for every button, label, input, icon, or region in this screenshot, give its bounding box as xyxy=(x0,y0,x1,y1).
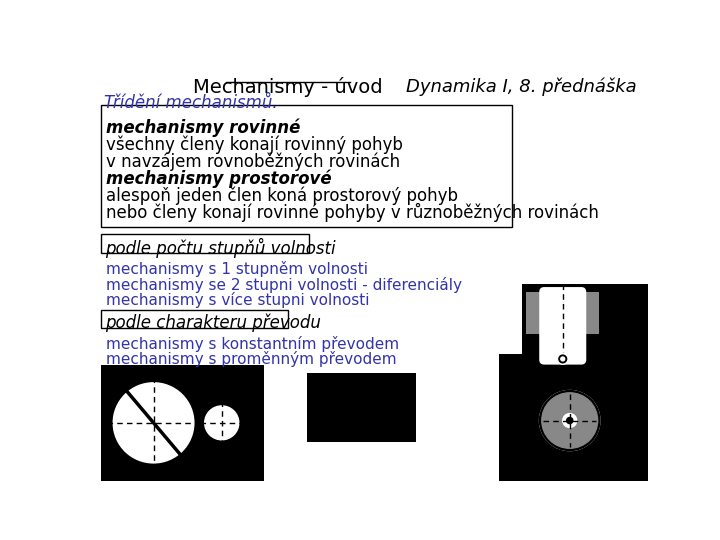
Circle shape xyxy=(113,383,194,463)
Circle shape xyxy=(561,357,564,361)
Text: Třídění mechanismů.: Třídění mechanismů. xyxy=(104,94,278,112)
Circle shape xyxy=(542,393,598,448)
Bar xyxy=(101,365,264,481)
Text: všechny členy konají rovinný pohyb: všechny členy konají rovinný pohyb xyxy=(106,136,402,154)
Bar xyxy=(499,354,648,481)
Text: podle počtu stupňů volnosti: podle počtu stupňů volnosti xyxy=(106,238,336,258)
Text: mechanismy s konstantním převodem: mechanismy s konstantním převodem xyxy=(106,336,399,352)
Bar xyxy=(101,309,289,328)
Circle shape xyxy=(539,390,600,450)
Bar xyxy=(101,234,309,253)
Text: mechanismy s více stupni volnosti: mechanismy s více stupni volnosti xyxy=(106,292,369,308)
Text: Mechanismy - úvod: Mechanismy - úvod xyxy=(193,77,382,97)
Text: mechanismy s proměnným převodem: mechanismy s proměnným převodem xyxy=(106,351,396,367)
Text: mechanismy se 2 stupni volnosti - diferenciály: mechanismy se 2 stupni volnosti - difere… xyxy=(106,276,462,293)
Text: mechanismy s 1 stupněm volnosti: mechanismy s 1 stupněm volnosti xyxy=(106,261,367,277)
Circle shape xyxy=(539,390,600,450)
Circle shape xyxy=(559,355,567,363)
Text: Dynamika I, 8. přednáška: Dynamika I, 8. přednáška xyxy=(406,77,636,96)
Bar xyxy=(101,105,512,226)
Bar xyxy=(526,292,542,334)
Text: nebo členy konají rovinné pohyby v různoběžných rovinách: nebo členy konají rovinné pohyby v různo… xyxy=(106,204,598,222)
Circle shape xyxy=(557,354,568,364)
Text: alespoň jeden člen koná prostorový pohyb: alespoň jeden člen koná prostorový pohyb xyxy=(106,186,457,205)
Bar xyxy=(584,292,599,334)
FancyBboxPatch shape xyxy=(540,288,585,363)
Bar xyxy=(523,284,648,361)
Text: mechanismy prostorové: mechanismy prostorové xyxy=(106,170,331,188)
Circle shape xyxy=(204,406,239,440)
Text: mechanismy rovinné: mechanismy rovinné xyxy=(106,119,300,137)
Text: v navzájem rovnoběžných rovinách: v navzájem rovnoběžných rovinách xyxy=(106,153,400,171)
Circle shape xyxy=(563,414,577,428)
Text: podle charakteru převodu: podle charakteru převodu xyxy=(106,314,321,332)
Circle shape xyxy=(567,417,573,423)
Bar xyxy=(307,373,415,442)
